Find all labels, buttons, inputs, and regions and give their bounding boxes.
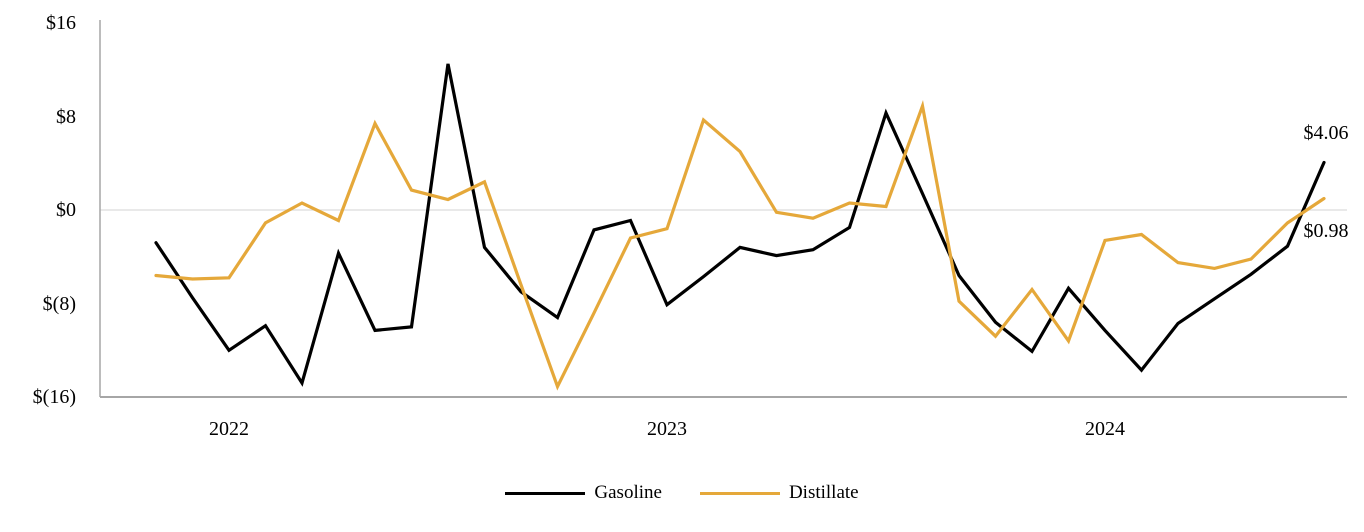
y-axis-tick-label: $16 — [46, 12, 76, 34]
distillate-legend-label: Distillate — [788, 482, 859, 503]
distillate-end-value-label: $0.98 — [1303, 220, 1349, 243]
gasoline-end-value-label: $4.06 — [1303, 122, 1349, 145]
legend-item-gasoline: Gasoline — [505, 482, 662, 504]
distillate-line — [154, 99, 1326, 391]
x-axis-year-label-2022: 2022 — [209, 418, 249, 440]
distillate-line-swatch — [699, 491, 780, 495]
legend: Gasoline Distillate — [0, 480, 1364, 506]
y-axis-tick-label: $(8) — [42, 292, 76, 315]
x-axis-year-label-2024: 2024 — [1085, 418, 1125, 440]
legend-item-distillate: Distillate — [699, 482, 859, 504]
gasoline-legend-label: Gasoline — [594, 482, 662, 503]
x-axis-year-label-2023: 2023 — [647, 418, 687, 440]
y-axis-tick-label: $0 — [56, 199, 76, 221]
y-axis-tick-label: $8 — [56, 105, 76, 128]
gasoline-line — [154, 63, 1326, 387]
gasoline-line-swatch — [505, 491, 586, 495]
y-axis-tick-label: $(16) — [32, 386, 76, 408]
